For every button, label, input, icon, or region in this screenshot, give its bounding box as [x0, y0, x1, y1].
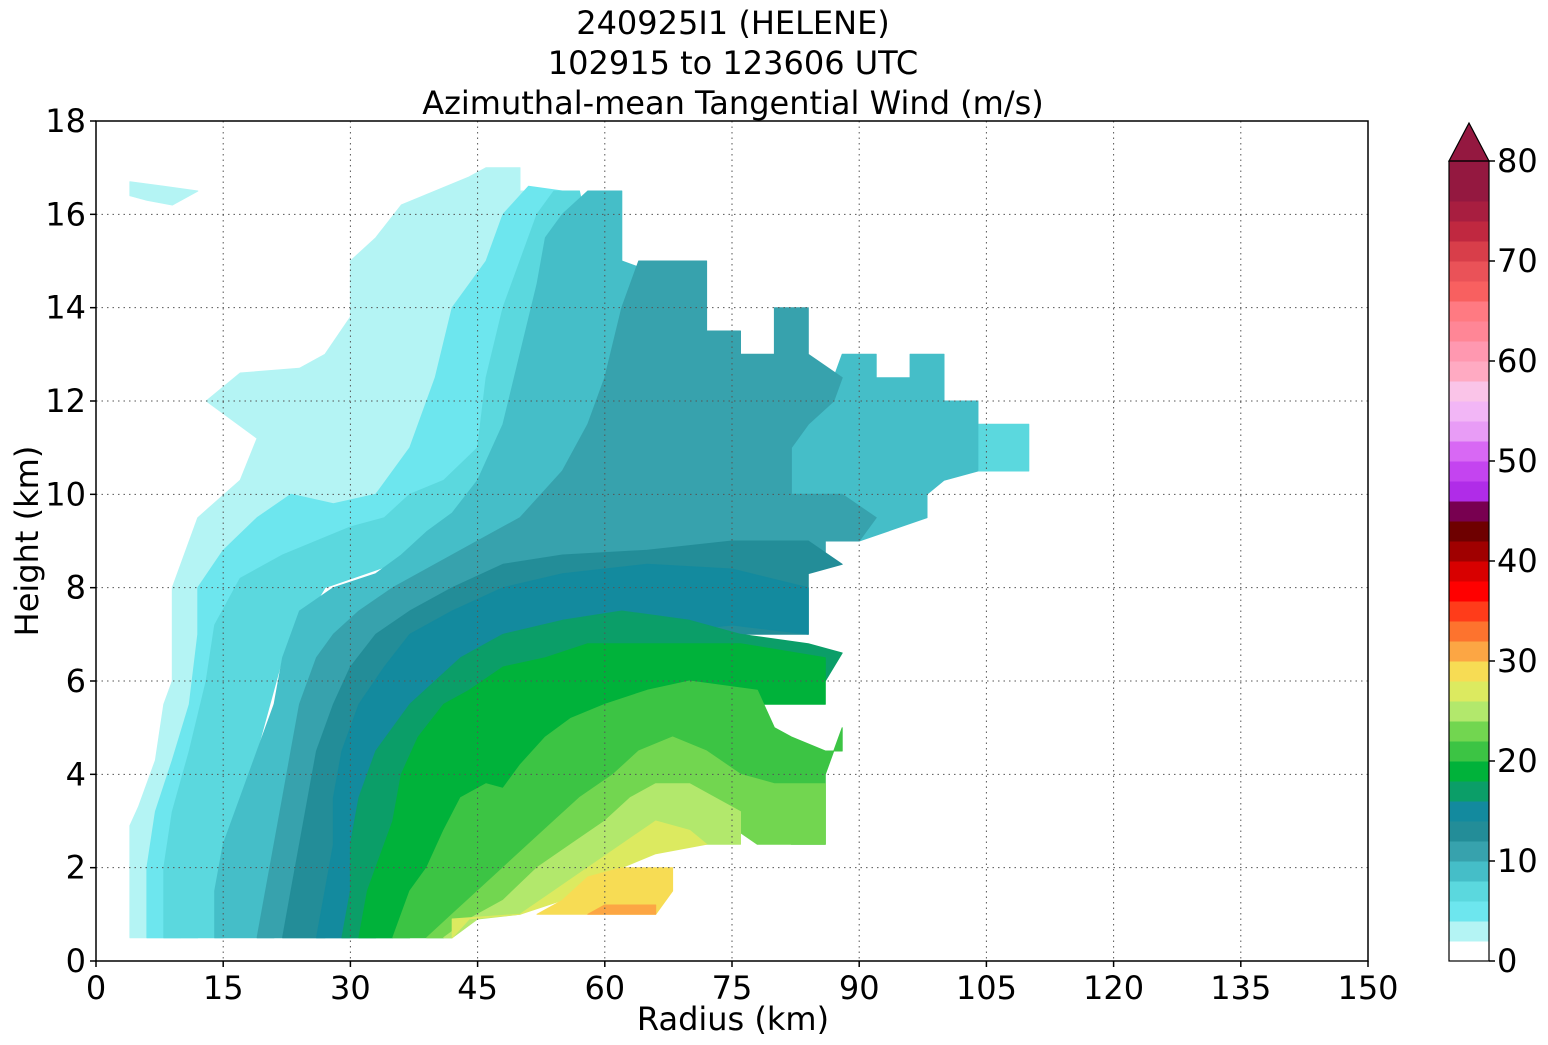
colorbar-tick-label: 40	[1497, 542, 1538, 580]
colorbar-swatch	[1449, 341, 1489, 362]
colorbar-tick-label: 60	[1497, 342, 1538, 380]
title-line-storm-id: 240925I1 (HELENE)	[576, 4, 890, 42]
y-axis: 0 2 4 6 8 10 12 14 16 18	[45, 102, 96, 980]
colorbar-swatch	[1449, 881, 1489, 902]
colorbar-swatch	[1449, 641, 1489, 662]
colorbar-swatch	[1449, 661, 1489, 682]
x-axis-label: Radius (km)	[637, 1000, 829, 1038]
colorbar-swatch	[1449, 361, 1489, 382]
title-line-time-range: 102915 to 123606 UTC	[548, 44, 918, 82]
colorbar-swatch	[1449, 521, 1489, 542]
colorbar-swatch	[1449, 301, 1489, 322]
x-tick-label: 15	[203, 969, 244, 1007]
plot-area	[95, 120, 1369, 962]
colorbar-extend-arrow	[1448, 121, 1490, 162]
colorbar-swatch	[1449, 401, 1489, 422]
contour-region-30-32	[587, 904, 657, 915]
x-tick-label: 90	[839, 969, 880, 1007]
y-tick-label: 14	[45, 289, 86, 327]
contour-region-26-28	[451, 820, 708, 939]
colorbar-swatch	[1449, 581, 1489, 602]
colorbar-swatch	[1449, 441, 1489, 462]
y-axis-label: Height (km)	[8, 446, 46, 637]
colorbar-swatch	[1449, 421, 1489, 442]
colorbar-swatch	[1449, 201, 1489, 222]
colorbar-swatch	[1449, 501, 1489, 522]
y-tick-label: 18	[45, 102, 86, 140]
y-tick-label: 6	[66, 662, 86, 700]
colorbar-swatch	[1449, 221, 1489, 242]
colorbar: 0 10 20 30 40 50 60 70 80	[1448, 121, 1538, 980]
x-tick-label: 75	[712, 969, 753, 1007]
colorbar-swatch	[1449, 741, 1489, 762]
colorbar-swatch	[1449, 481, 1489, 502]
y-tick-label: 10	[45, 475, 86, 513]
colorbar-tick-label: 0	[1497, 942, 1517, 980]
title-line-variable: Azimuthal-mean Tangential Wind (m/s)	[422, 84, 1044, 122]
x-tick-label: 45	[457, 969, 498, 1007]
colorbar-swatch	[1449, 241, 1489, 262]
colorbar-swatch	[1449, 261, 1489, 282]
colorbar-swatch	[1449, 181, 1489, 202]
colorbar-swatch	[1449, 621, 1489, 642]
x-tick-label: 60	[584, 969, 625, 1007]
colorbar-swatch	[1449, 381, 1489, 402]
colorbar-swatch	[1449, 901, 1489, 922]
x-axis: 0 15 30 45 60 75 90 105 120 135 150	[86, 961, 1399, 1007]
colorbar-swatch	[1449, 761, 1489, 782]
chart-title: 240925I1 (HELENE) 102915 to 123606 UTC A…	[422, 4, 1044, 122]
colorbar-swatch	[1449, 941, 1489, 962]
y-tick-label: 0	[66, 942, 86, 980]
colorbar-swatch	[1449, 701, 1489, 722]
colorbar-swatch	[1449, 541, 1489, 562]
colorbar-tick-label: 30	[1497, 642, 1538, 680]
colorbar-swatch	[1449, 841, 1489, 862]
grid-lines	[96, 121, 1368, 961]
colorbar-swatch	[1449, 721, 1489, 742]
colorbar-swatch	[1449, 321, 1489, 342]
y-tick-label: 4	[66, 755, 86, 793]
colorbar-swatch	[1449, 561, 1489, 582]
x-tick-label: 30	[330, 969, 371, 1007]
colorbar-swatch	[1449, 861, 1489, 882]
colorbar-swatch	[1449, 681, 1489, 702]
colorbar-swatch	[1449, 281, 1489, 302]
colorbar-swatch	[1449, 921, 1489, 942]
contour-region-2-4-cap	[129, 181, 199, 206]
colorbar-tick-label: 70	[1497, 242, 1538, 280]
colorbar-swatch	[1449, 161, 1489, 182]
colorbar-swatch	[1449, 801, 1489, 822]
y-tick-label: 8	[66, 569, 86, 607]
colorbar-tick-label: 20	[1497, 742, 1538, 780]
x-tick-label: 0	[86, 969, 106, 1007]
y-tick-label: 12	[45, 382, 86, 420]
x-tick-label: 150	[1337, 969, 1398, 1007]
colorbar-tick-label: 10	[1497, 842, 1538, 880]
x-tick-label: 120	[1083, 969, 1144, 1007]
colorbar-swatch	[1449, 821, 1489, 842]
x-tick-label: 105	[956, 969, 1017, 1007]
colorbar-tick-label: 80	[1497, 142, 1538, 180]
colorbar-swatch	[1449, 781, 1489, 802]
colorbar-tick-label: 50	[1497, 442, 1538, 480]
colorbar-swatch	[1449, 601, 1489, 622]
x-tick-label: 135	[1210, 969, 1271, 1007]
colorbar-swatch	[1449, 461, 1489, 482]
y-tick-label: 2	[66, 849, 86, 887]
y-tick-label: 16	[45, 195, 86, 233]
